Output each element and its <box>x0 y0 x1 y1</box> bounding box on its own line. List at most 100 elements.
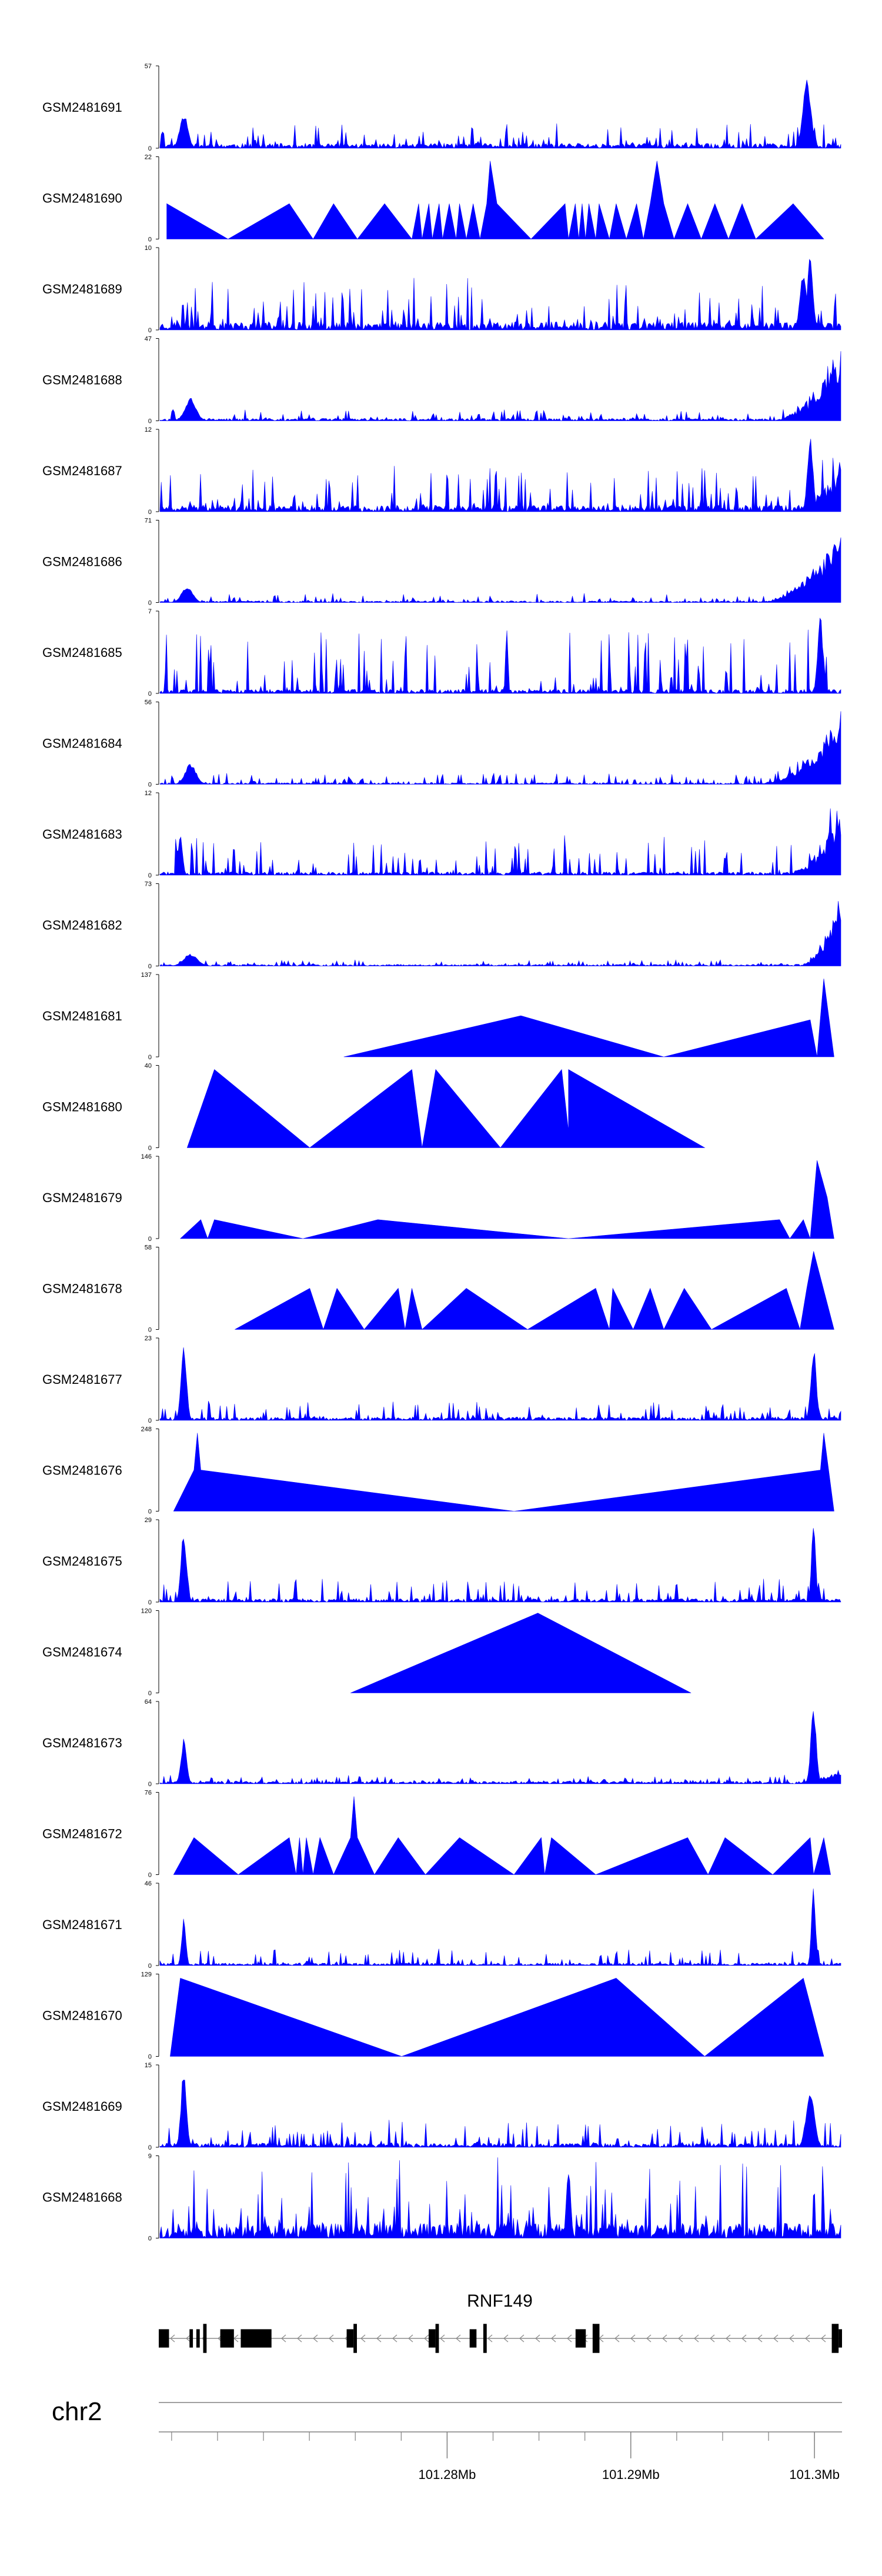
track-GSM2481684: GSM2481684 56 0 <box>42 699 841 789</box>
signal-area <box>159 439 841 512</box>
track-GSM2481677: GSM2481677 23 0 <box>42 1335 841 1424</box>
strand-arrow <box>408 2334 413 2343</box>
y-max-label: 22 <box>145 154 152 161</box>
track-GSM2481672: GSM2481672 76 0 <box>42 1790 831 1879</box>
signal-area <box>159 618 841 695</box>
track-GSM2481686: GSM2481686 71 0 <box>42 518 841 607</box>
x-tick-label: 101.3Mb <box>789 2467 840 2482</box>
y-min-label: 0 <box>148 1327 152 1334</box>
exon <box>346 2329 354 2348</box>
strand-arrow <box>614 2334 620 2343</box>
track-GSM2481679: GSM2481679 146 0 <box>42 1153 834 1243</box>
track-GSM2481671: GSM2481671 46 0 <box>42 1880 841 1970</box>
strand-arrow <box>503 2334 509 2343</box>
strand-arrow <box>535 2334 540 2343</box>
strand-arrow <box>678 2334 683 2343</box>
y-min-label: 0 <box>148 1690 152 1697</box>
track-label: GSM2481684 <box>42 736 122 751</box>
track-label: GSM2481688 <box>42 373 122 388</box>
track-label: GSM2481677 <box>42 1372 122 1387</box>
track-label: GSM2481678 <box>42 1282 122 1296</box>
y-max-label: 120 <box>141 1608 152 1615</box>
track-GSM2481687: GSM2481687 12 0 <box>42 426 841 516</box>
y-max-label: 10 <box>145 245 152 252</box>
chromosome-axis: chr2 101.28Mb 101.29Mb 101.3Mb <box>52 2397 842 2482</box>
signal-area <box>350 1613 691 1693</box>
exon <box>483 2324 487 2353</box>
y-min-label: 0 <box>148 236 152 243</box>
exon <box>469 2329 477 2348</box>
track-GSM2481675: GSM2481675 29 0 <box>42 1517 841 1606</box>
track-GSM2481676: GSM2481676 248 0 <box>42 1426 834 1516</box>
y-min-label: 0 <box>148 963 152 970</box>
track-GSM2481683: GSM2481683 12 0 <box>42 790 841 879</box>
signal-area <box>173 1433 834 1511</box>
track-GSM2481668: GSM2481668 9 0 <box>42 2153 841 2243</box>
strand-arrow <box>297 2334 302 2343</box>
exon <box>575 2329 586 2348</box>
signal-area <box>159 1888 841 1966</box>
y-min-label: 0 <box>148 327 152 334</box>
y-max-label: 56 <box>145 699 152 706</box>
signal-area <box>179 1160 834 1239</box>
track-label: GSM2481668 <box>42 2190 122 2205</box>
strand-arrow <box>741 2334 747 2343</box>
exon <box>435 2324 439 2353</box>
strand-arrow <box>281 2334 286 2343</box>
strand-arrow <box>487 2334 493 2343</box>
y-max-label: 64 <box>145 1699 152 1706</box>
y-max-label: 12 <box>145 790 152 797</box>
y-max-label: 29 <box>145 1517 152 1524</box>
track-label: GSM2481681 <box>42 1009 122 1023</box>
track-label: GSM2481671 <box>42 1917 122 1932</box>
track-GSM2481678: GSM2481678 58 0 <box>42 1244 834 1334</box>
track-GSM2481685: GSM2481685 7 0 <box>42 608 841 698</box>
strand-arrow <box>360 2334 366 2343</box>
track-GSM2481680: GSM2481680 40 0 <box>42 1063 706 1152</box>
strand-arrow <box>424 2334 429 2343</box>
track-label: GSM2481669 <box>42 2099 122 2114</box>
exon <box>838 2329 842 2348</box>
track-GSM2481691: GSM2481691 57 0 <box>42 63 841 152</box>
strand-arrow <box>726 2334 731 2343</box>
signal-area <box>235 1251 834 1330</box>
signal-area <box>159 1528 841 1603</box>
track-label: GSM2481691 <box>42 100 122 115</box>
y-min-label: 0 <box>148 1963 152 1970</box>
y-min-label: 0 <box>148 509 152 516</box>
y-max-label: 23 <box>145 1335 152 1342</box>
y-max-label: 7 <box>148 608 152 615</box>
strand-arrow <box>567 2334 572 2343</box>
y-min-label: 0 <box>148 1599 152 1606</box>
y-min-label: 0 <box>148 1417 152 1424</box>
y-max-label: 9 <box>148 2153 152 2160</box>
strand-arrow <box>440 2334 445 2343</box>
exon <box>189 2329 193 2348</box>
y-min-label: 0 <box>148 1872 152 1879</box>
track-GSM2481673: GSM2481673 64 0 <box>42 1699 841 1788</box>
strand-arrow <box>630 2334 636 2343</box>
signal-area <box>159 1347 841 1421</box>
y-min-label: 0 <box>148 145 152 152</box>
track-label: GSM2481676 <box>42 1463 122 1478</box>
y-max-label: 12 <box>145 426 152 433</box>
y-min-label: 0 <box>148 690 152 698</box>
signal-area <box>159 808 841 876</box>
signal-area <box>159 711 841 785</box>
exon <box>203 2324 207 2353</box>
strand-arrow <box>773 2334 779 2343</box>
y-min-label: 0 <box>148 418 152 425</box>
strand-arrow <box>789 2334 794 2343</box>
strand-arrow <box>694 2334 699 2343</box>
track-GSM2481688: GSM2481688 47 0 <box>42 336 841 425</box>
signal-tracks: GSM2481691570GSM2481690220GSM2481689100G… <box>42 63 841 2243</box>
signal-area <box>159 2080 841 2148</box>
track-label: GSM2481687 <box>42 463 122 478</box>
strand-arrow <box>551 2334 556 2343</box>
y-max-label: 40 <box>145 1063 152 1070</box>
signal-area <box>159 537 841 603</box>
exon <box>159 2329 169 2348</box>
track-GSM2481669: GSM2481669 15 0 <box>42 2062 841 2151</box>
exon <box>353 2324 357 2353</box>
